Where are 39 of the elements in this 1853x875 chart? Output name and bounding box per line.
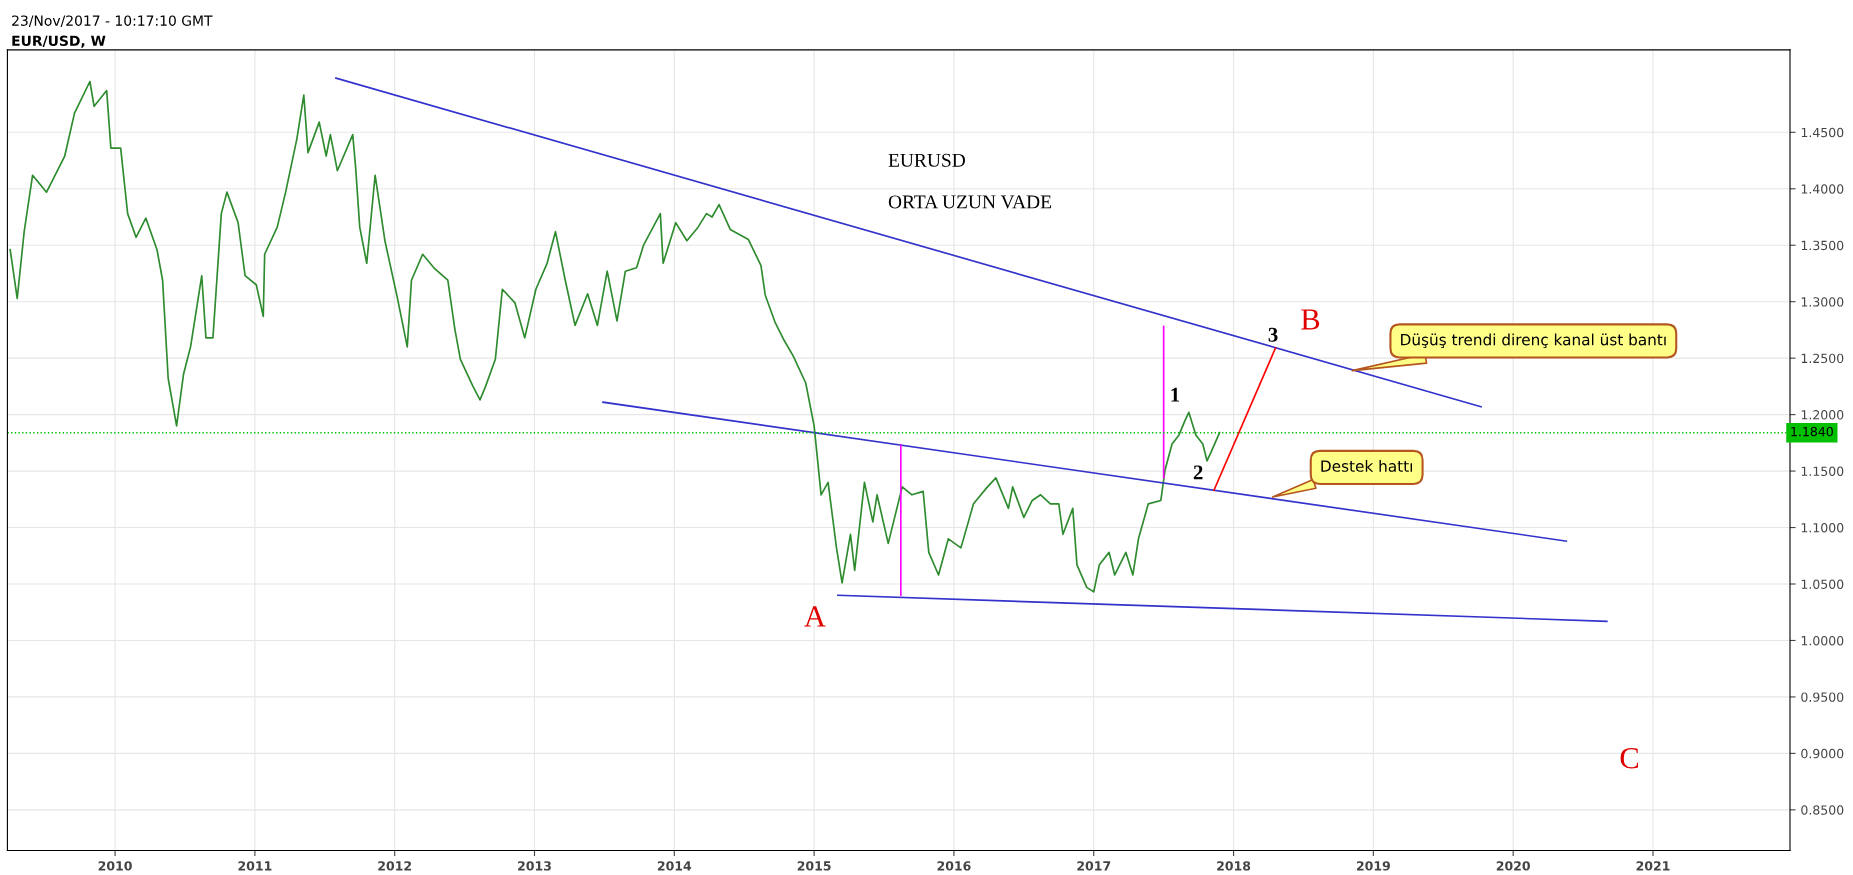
x-tick-label: 2011: [238, 861, 272, 871]
annotation: 3: [1268, 327, 1278, 342]
y-tick-label: 0.8500: [1801, 805, 1844, 815]
chart-subtitle: 23/Nov/2017 - 10:17:10 GMT: [12, 15, 213, 27]
y-tick-label: 1.1000: [1801, 523, 1844, 533]
ref-line-label: 1.1840: [1791, 426, 1833, 437]
y-tick-label: 1.3500: [1801, 240, 1844, 251]
y-tick-label: 1.3000: [1801, 297, 1844, 307]
x-tick-label: 2016: [937, 861, 971, 871]
annotation: Düşüş trendi direnç kanal üst bantı: [1401, 333, 1666, 349]
chart-title: EUR/USD, W: [12, 35, 106, 48]
x-tick-label: 2015: [797, 861, 831, 871]
y-tick-label: 1.0500: [1801, 579, 1844, 589]
y-tick-label: 1.4500: [1801, 127, 1844, 138]
x-tick-label: 2012: [378, 861, 411, 871]
x-tick-label: 2018: [1217, 861, 1251, 871]
line-series: [9, 80, 1221, 593]
x-tick-label: 2014: [657, 861, 692, 871]
annotation: ORTA UZUN VADE: [888, 195, 1052, 209]
annotation: 2: [1193, 465, 1203, 480]
x-tick-label: 2013: [518, 861, 551, 871]
y-tick-label: 1.2000: [1801, 410, 1844, 420]
x-tick-label: 2021: [1636, 861, 1670, 871]
y-tick-label: 1.2500: [1801, 353, 1844, 364]
y-tick-label: 0.9000: [1801, 748, 1844, 759]
x-tick-label: 2010: [98, 861, 132, 871]
y-tick-label: 0.9500: [1801, 692, 1844, 702]
x-tick-label: 2020: [1496, 861, 1530, 871]
annotation: 1: [1171, 387, 1180, 402]
annotation: Destek hattı: [1321, 460, 1412, 472]
annotation: EURUSD: [888, 153, 966, 167]
annotation: A: [804, 606, 826, 627]
x-tick-label: 2019: [1356, 861, 1390, 871]
y-tick-label: 1.4000: [1801, 184, 1844, 194]
annotation: B: [1301, 309, 1320, 330]
annotation: C: [1620, 747, 1639, 769]
y-tick-label: 1.0000: [1801, 635, 1844, 646]
y-tick-label: 1.1500: [1801, 466, 1844, 477]
x-tick-label: 2017: [1077, 861, 1111, 871]
